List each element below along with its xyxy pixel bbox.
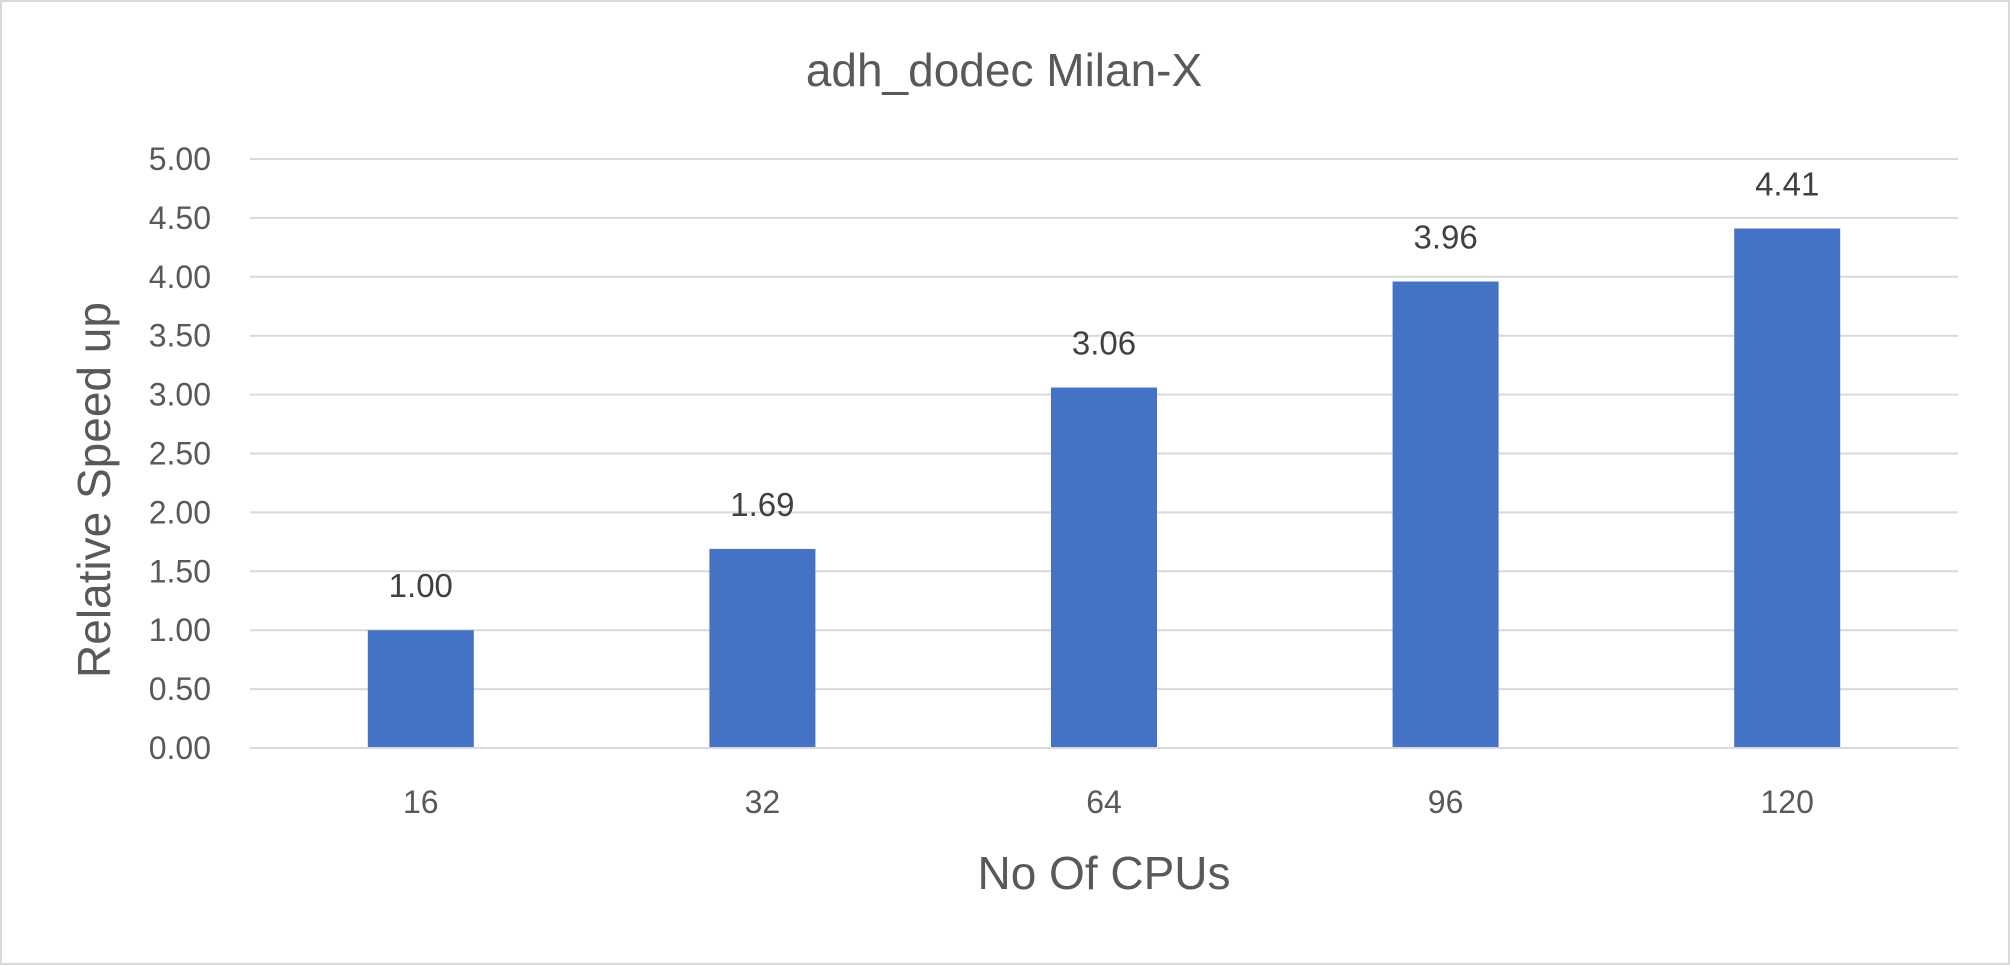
data-label-32: 1.69 <box>730 486 794 523</box>
x-axis-title: No Of CPUs <box>977 847 1230 899</box>
gridlines <box>250 158 1958 691</box>
bars <box>367 228 1841 748</box>
y-tick-label: 2.50 <box>149 436 211 472</box>
chart-title: adh_dodec Milan-X <box>806 44 1202 96</box>
data-labels: 1.00 1.69 3.06 3.96 4.41 <box>389 166 1820 605</box>
data-label-96: 3.96 <box>1413 219 1477 256</box>
bar-16 <box>367 630 474 748</box>
y-tick-label: 0.00 <box>149 730 211 766</box>
x-tick-label-16: 16 <box>403 784 439 820</box>
bar-96 <box>1392 281 1499 748</box>
y-tick-label: 1.50 <box>149 553 211 589</box>
y-tick-label: 5.00 <box>149 141 211 177</box>
y-tick-label: 1.00 <box>149 612 211 648</box>
x-tick-label-120: 120 <box>1761 784 1814 820</box>
y-tick-label: 3.50 <box>149 318 211 354</box>
bar-64 <box>1051 387 1157 748</box>
data-label-16: 1.00 <box>389 567 453 604</box>
y-tick-label: 3.00 <box>149 377 211 413</box>
data-label-120: 4.41 <box>1755 166 1819 203</box>
y-tick-label: 0.50 <box>149 671 211 707</box>
y-tick-label: 4.00 <box>149 259 211 295</box>
x-tick-label-32: 32 <box>745 784 781 820</box>
data-label-64: 3.06 <box>1072 325 1136 362</box>
y-axis-ticks: 0.00 0.50 1.00 1.50 2.00 2.50 3.00 3.50 4.00 4.50… <box>149 141 211 766</box>
bar-120 <box>1734 228 1841 748</box>
y-axis-title: Relative Speed up <box>68 302 120 678</box>
x-axis-ticks: 16 32 64 96 120 <box>403 784 1814 820</box>
y-tick-label: 2.00 <box>149 494 211 530</box>
x-tick-label-64: 64 <box>1086 784 1122 820</box>
x-tick-label-96: 96 <box>1428 784 1464 820</box>
y-tick-label: 4.50 <box>149 200 211 236</box>
bar-32 <box>709 548 816 748</box>
